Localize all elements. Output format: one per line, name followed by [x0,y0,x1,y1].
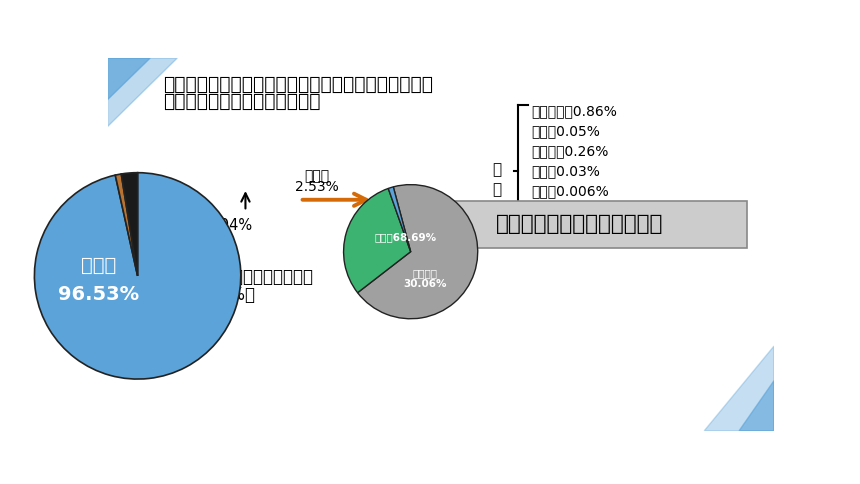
Text: 人类可利用的淡水非常匮乏！: 人类可利用的淡水非常匮乏！ [495,214,663,234]
Wedge shape [344,188,411,293]
Text: 生物水0.003%: 生物水0.003% [531,204,609,218]
Polygon shape [704,346,774,431]
Polygon shape [739,381,774,431]
Polygon shape [108,58,150,100]
Text: 2.53%: 2.53% [295,181,339,195]
Text: 地下淡水
30.06%: 地下淡水 30.06% [403,268,447,289]
Text: 湖泊咸水和地下咸水0.94%: 湖泊咸水和地下咸水0.94% [127,217,252,232]
Text: 河水、淡水湖泊水和埋藏比较浅的地下水。: 河水、淡水湖泊水和埋藏比较浅的地下水。 [123,268,313,286]
Wedge shape [388,187,411,252]
Text: 96.53%: 96.53% [58,285,139,304]
Text: 土壤水0.05%: 土壤水0.05% [531,124,600,138]
Text: 永冻土底冰0.86%: 永冻土底冰0.86% [531,104,617,118]
Wedge shape [34,173,241,379]
Text: 河流水0.006%: 河流水0.006% [531,184,609,198]
Text: 大气水0.04%: 大气水0.04% [531,224,600,238]
Text: 在地球水体中所占的比例如何？: 在地球水体中所占的比例如何？ [163,92,321,111]
Text: 湖泊淡水0.26%: 湖泊淡水0.26% [531,144,609,158]
Text: 淡水占: 淡水占 [304,169,329,183]
Text: 海洋水: 海洋水 [81,256,116,275]
Wedge shape [121,173,138,276]
Text: 沼泽水0.03%: 沼泽水0.03% [531,164,600,178]
FancyBboxPatch shape [412,201,746,247]
Text: 思考：人类的日常用水主要来自哪些水体？这几种水体: 思考：人类的日常用水主要来自哪些水体？这几种水体 [163,75,433,94]
Polygon shape [108,58,177,127]
Wedge shape [115,174,138,276]
Text: 只约占淡水总量的0.3%。: 只约占淡水总量的0.3%。 [123,286,255,304]
Text: 人类利用较多的是：: 人类利用较多的是： [123,248,224,267]
Wedge shape [358,184,477,319]
Text: 其
他
水
体: 其 他 水 体 [492,163,501,237]
Text: 冰川水68.69%: 冰川水68.69% [374,232,436,242]
